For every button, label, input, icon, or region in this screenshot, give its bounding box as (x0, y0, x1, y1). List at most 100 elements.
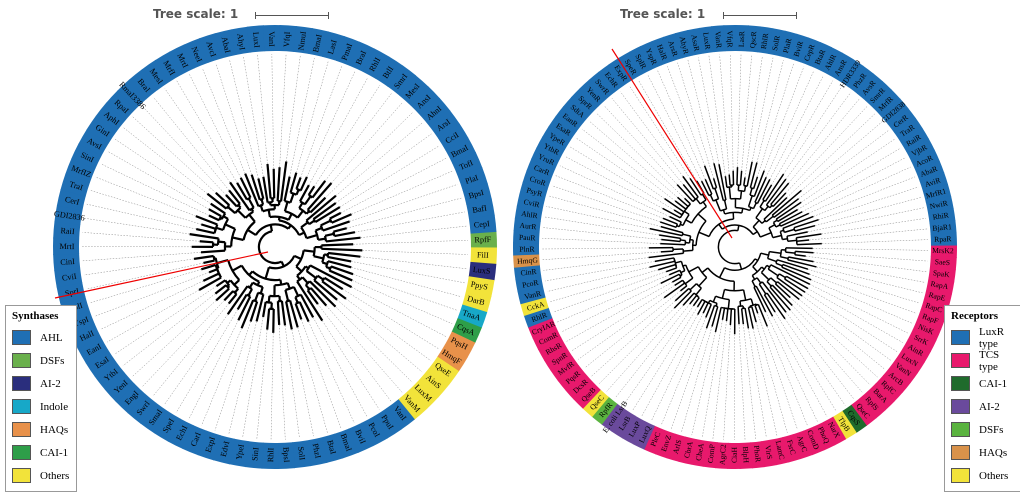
tree-branch (678, 197, 689, 206)
tree-branch (267, 309, 269, 330)
leaf-guide (343, 289, 439, 349)
left-tree: RpfFFilILuxSPpySDarBTnaACqsAPqsHHmqFQseE… (53, 25, 497, 469)
legend-swatch (951, 353, 970, 368)
leaf-guide (657, 70, 705, 179)
leaf-guide (313, 317, 367, 416)
leaf-guide (698, 58, 719, 165)
tree-branch (771, 278, 777, 283)
leaf-guide (153, 97, 229, 190)
leaf-guide (806, 256, 927, 272)
leaf-guide (767, 326, 807, 425)
leaf-guide (355, 212, 465, 232)
root-marker-line (612, 49, 732, 238)
leaf-guide (553, 272, 666, 312)
tree-branch (730, 309, 731, 325)
legend-label: AI-2 (40, 378, 61, 390)
leaf-guide (692, 332, 716, 435)
leaf-guide (165, 89, 230, 183)
tree-branch (298, 211, 303, 218)
tree-branch (661, 251, 673, 252)
leaf-guide (216, 63, 252, 174)
leaf-guide (709, 56, 725, 176)
tree-branch (285, 202, 288, 211)
receptors-legend-title: Receptors (951, 310, 1017, 322)
tree-arc (322, 254, 324, 262)
tree-branch (199, 278, 221, 290)
tree-branch (760, 233, 771, 237)
leaf-guide (353, 240, 468, 244)
leaf-guide (176, 309, 238, 412)
tree-branch (703, 202, 706, 207)
tree-branch (263, 177, 267, 203)
leaf-label: PauR (519, 233, 537, 243)
tree-branch (719, 224, 722, 229)
tree-branch (782, 239, 787, 240)
tree-branch (685, 278, 693, 284)
leaf-label: RpfF (474, 235, 492, 245)
tree-branch (740, 263, 742, 269)
tree-branch (767, 293, 785, 319)
tree-branch (744, 290, 746, 300)
leaf-guide (153, 304, 229, 397)
leaf-guide (766, 312, 818, 422)
leaf-label: VfqR (725, 31, 734, 49)
leaf-guide (115, 286, 217, 354)
tree-branch (314, 256, 324, 258)
tree-branch (321, 221, 331, 226)
legend-label: AHL (40, 332, 63, 344)
leaf-label: PlnR (519, 245, 535, 254)
leaf-guide (350, 184, 458, 221)
leaf-guide (809, 229, 927, 240)
tree-branch (776, 263, 782, 266)
tree-branch (304, 250, 315, 251)
tree-branch (788, 240, 797, 241)
tree-branch (795, 255, 806, 256)
leaf-guide (215, 322, 251, 431)
tree-branch (685, 198, 691, 204)
tree-branch (663, 208, 681, 217)
tree-branch (756, 209, 763, 218)
leaf-guide (542, 252, 660, 260)
leaf-guide (801, 122, 882, 191)
tree-branch (296, 266, 301, 271)
legend-label: CAI-1 (40, 447, 68, 459)
leaf-guide (547, 267, 649, 291)
tree-arc (768, 252, 770, 259)
tree-branch (797, 240, 809, 241)
leaf-guide (352, 280, 452, 323)
tree-arc (696, 296, 699, 298)
leaf-guide (336, 123, 423, 196)
tree-branch (269, 210, 270, 217)
leaf-label: MrtI (59, 242, 74, 251)
tree-branch (752, 281, 755, 287)
tree-branch (248, 289, 252, 296)
legend-swatch (12, 353, 31, 368)
tree-branch (302, 277, 307, 283)
tree-branch (760, 201, 764, 208)
leaf-guide (542, 238, 660, 243)
tree-branch (209, 215, 219, 220)
tree-branch (190, 234, 219, 238)
tree-branch (753, 267, 758, 272)
tree-branch (333, 228, 346, 231)
tree-arc (689, 236, 690, 243)
leaf-guide (766, 71, 814, 177)
tree-branch (209, 269, 217, 272)
leaf-guide (340, 146, 439, 207)
leaf-label: RpaR (934, 234, 953, 244)
legend-swatch (12, 445, 31, 460)
tree-branch (294, 287, 298, 296)
tree-branch (285, 290, 288, 301)
tree-arc (753, 227, 760, 237)
tree-branch (201, 251, 225, 253)
leaf-guide (202, 68, 245, 173)
leaf-label: SinI (250, 447, 260, 462)
leaf-guide (770, 75, 824, 179)
leaf-guide (819, 187, 919, 220)
leaf-guide (813, 262, 924, 283)
tree-branch (326, 238, 360, 242)
leaf-guide (83, 232, 200, 241)
leaf-guide (318, 304, 391, 401)
tree-branch (761, 253, 769, 255)
